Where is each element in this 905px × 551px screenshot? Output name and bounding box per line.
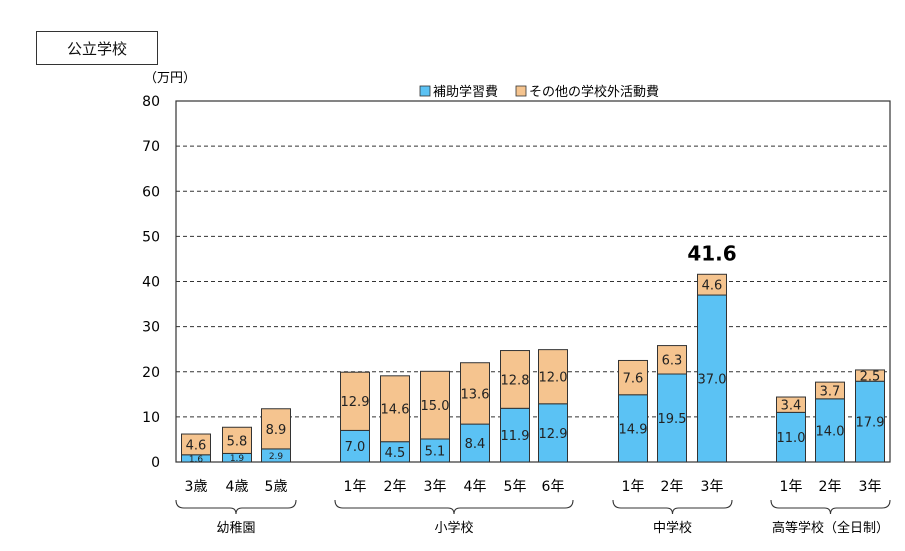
data-label: 6.3 xyxy=(662,354,683,369)
data-label: 37.0 xyxy=(698,372,727,387)
group-label: 高等学校（全日制） xyxy=(772,520,889,536)
bar-segment xyxy=(340,371,370,431)
bar-segment xyxy=(538,403,568,463)
bar-segment xyxy=(500,350,530,409)
bar-segment xyxy=(538,349,568,405)
bar-segment xyxy=(815,381,845,400)
group-label: 幼稚園 xyxy=(216,521,255,536)
bar-segment xyxy=(855,380,885,463)
x-tick-label: 1年 xyxy=(622,479,645,495)
data-label: 17.9 xyxy=(856,416,885,431)
data-label: 4.5 xyxy=(385,446,406,461)
data-label: 7.6 xyxy=(623,372,644,387)
bar-segment xyxy=(340,429,370,463)
data-label: 4.6 xyxy=(186,438,207,453)
x-tick-label: 2年 xyxy=(384,479,407,495)
x-tick-label: 1年 xyxy=(780,479,803,495)
legend-label: その他の学校外活動費 xyxy=(529,84,659,100)
data-label: 4.6 xyxy=(702,279,723,294)
legend-label: 補助学習費 xyxy=(433,84,498,100)
group-brace xyxy=(612,499,733,515)
bar-segment xyxy=(815,398,845,463)
x-tick-label: 3年 xyxy=(701,479,724,495)
bar-segment xyxy=(657,373,687,463)
bar-segment xyxy=(657,345,687,375)
chart-title-box: 公立学校 xyxy=(36,31,158,65)
data-label: 5.1 xyxy=(425,444,446,459)
y-tick-label: 70 xyxy=(142,139,160,155)
y-axis-unit-label: （万円） xyxy=(144,71,196,86)
data-label: 14.9 xyxy=(619,422,648,437)
data-label: 2.9 xyxy=(269,452,284,462)
bar-segment xyxy=(460,362,490,425)
data-label: 1.9 xyxy=(230,454,245,464)
data-label: 13.6 xyxy=(461,387,490,402)
x-tick-label: 2年 xyxy=(661,479,684,495)
bar-segment xyxy=(697,294,727,463)
data-label: 8.4 xyxy=(465,437,486,452)
x-tick-label: 5年 xyxy=(504,479,527,495)
data-label: 14.0 xyxy=(816,424,845,439)
data-label: 3.7 xyxy=(820,384,841,399)
group-label: 小学校 xyxy=(434,520,473,536)
y-tick-label: 0 xyxy=(151,455,160,471)
bar-segment xyxy=(855,369,885,382)
data-label: 11.0 xyxy=(777,431,806,446)
x-tick-label: 3年 xyxy=(859,479,882,495)
y-tick-label: 20 xyxy=(142,365,160,381)
group-brace xyxy=(770,499,891,515)
data-label: 5.8 xyxy=(227,434,248,449)
bar-segment xyxy=(261,408,291,450)
bar-segment xyxy=(500,407,530,463)
bar-segment xyxy=(420,370,450,440)
bar-segment xyxy=(618,359,648,396)
y-tick-label: 10 xyxy=(142,410,160,426)
data-label: 12.9 xyxy=(539,427,568,442)
data-label: 19.5 xyxy=(658,412,687,427)
x-tick-label: 4年 xyxy=(464,479,487,495)
chart-title: 公立学校 xyxy=(66,39,127,58)
data-label: 14.6 xyxy=(381,403,410,418)
total-annotation: 41.6 xyxy=(687,241,736,265)
data-label: 12.8 xyxy=(501,373,530,388)
y-tick-label: 30 xyxy=(142,320,160,336)
y-tick-label: 80 xyxy=(142,94,160,110)
x-tick-label: 5歳 xyxy=(265,479,288,495)
legend-swatch xyxy=(419,85,431,97)
data-label: 8.9 xyxy=(266,423,287,438)
y-tick-label: 60 xyxy=(142,184,160,200)
y-tick-label: 50 xyxy=(142,229,160,245)
bar-segment xyxy=(776,396,806,413)
x-tick-label: 1年 xyxy=(344,479,367,495)
bar-segment xyxy=(222,426,252,454)
plot-frame xyxy=(175,100,891,463)
data-label: 3.4 xyxy=(781,399,802,414)
group-label: 中学校 xyxy=(653,520,692,536)
data-label: 15.0 xyxy=(421,399,450,414)
y-tick-label: 40 xyxy=(142,275,160,291)
legend-swatch xyxy=(515,85,527,97)
x-tick-label: 4歳 xyxy=(226,479,249,495)
data-label: 12.0 xyxy=(539,371,568,386)
x-tick-label: 3年 xyxy=(424,479,447,495)
group-brace xyxy=(334,499,574,515)
x-tick-label: 3歳 xyxy=(185,479,208,495)
bar-segment xyxy=(181,433,211,456)
x-tick-label: 2年 xyxy=(819,479,842,495)
data-label: 7.0 xyxy=(345,440,366,455)
x-tick-label: 6年 xyxy=(542,479,565,495)
data-label: 11.9 xyxy=(501,429,530,444)
data-label: 12.9 xyxy=(341,395,370,410)
data-label: 1.6 xyxy=(189,455,204,465)
bar-segment xyxy=(380,375,410,443)
group-brace xyxy=(175,499,297,515)
bar-segment xyxy=(697,273,727,296)
data-label: 2.5 xyxy=(860,370,881,385)
